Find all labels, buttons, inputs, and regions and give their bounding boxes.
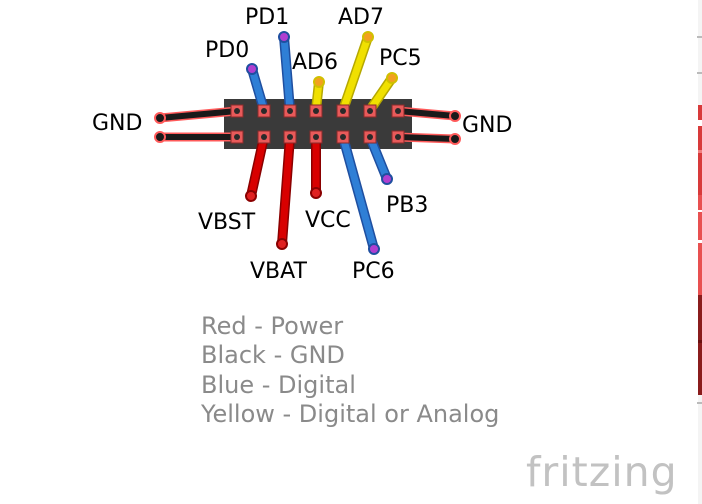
fritzing-logo: fritzing — [526, 452, 678, 493]
label-ad6: AD6 — [292, 50, 338, 75]
legend-item-power: Red - Power — [201, 314, 343, 338]
wire-vbat — [282, 137, 290, 244]
legend-item-digital: Blue - Digital — [201, 373, 356, 397]
cropped-edge-graphic — [695, 0, 702, 504]
label-gnd-right: GND — [462, 113, 512, 138]
wire-pd1 — [284, 37, 290, 110]
wire-gnd-right-top — [398, 111, 455, 116]
label-pc6: PC6 — [352, 259, 395, 284]
wire-gnd-right-bottom — [398, 137, 455, 139]
label-ad7: AD7 — [338, 5, 384, 30]
label-pd1: PD1 — [245, 5, 289, 30]
label-pc5: PC5 — [379, 46, 422, 71]
label-vbst: VBST — [198, 210, 256, 235]
label-pb3: PB3 — [386, 193, 428, 218]
label-vcc: VCC — [305, 208, 351, 233]
label-pd0: PD0 — [205, 38, 249, 63]
legend-item-ground: Black - GND — [201, 343, 345, 367]
label-vbat: VBAT — [250, 259, 307, 284]
legend-item-analog: Yellow - Digital or Analog — [201, 402, 499, 426]
label-gnd-left: GND — [92, 111, 142, 136]
